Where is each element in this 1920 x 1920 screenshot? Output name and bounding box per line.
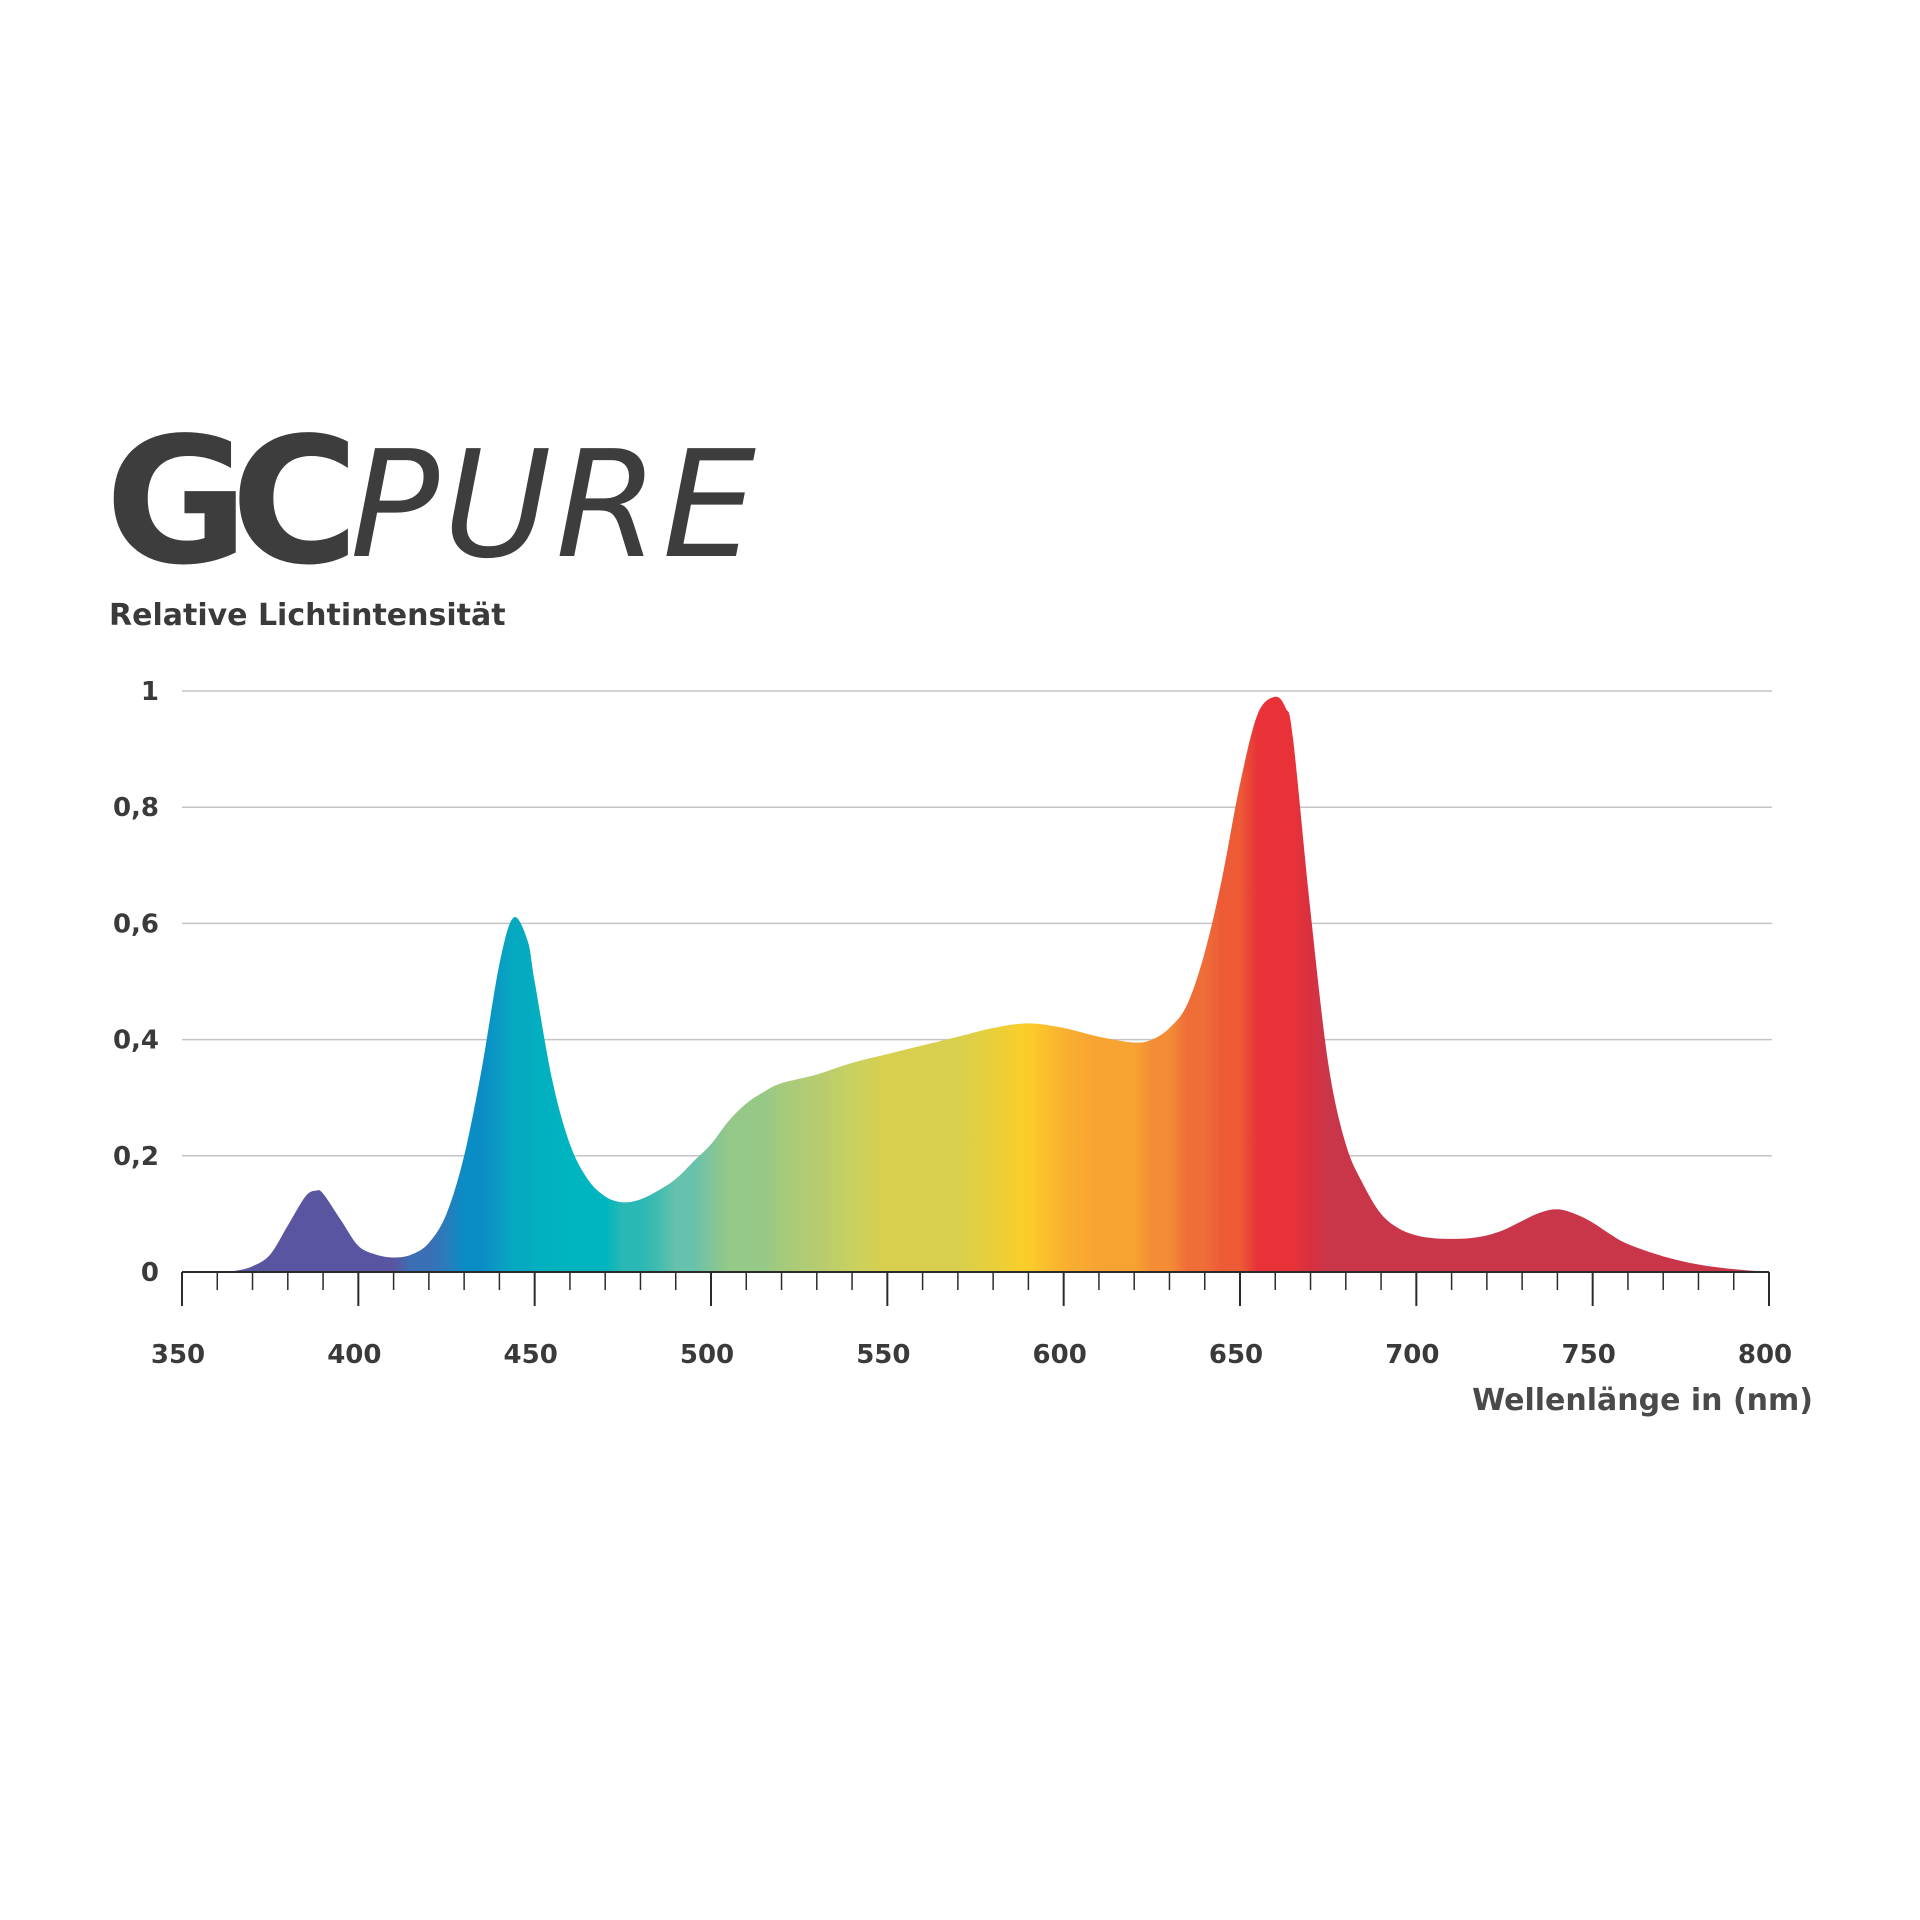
x-tick-label: 550 — [856, 1340, 910, 1370]
y-tick-label: 0,8 — [113, 793, 159, 823]
y-tick-label: 0,6 — [113, 909, 159, 939]
x-tick-label: 350 — [151, 1340, 205, 1370]
logo-text: PURE — [350, 419, 760, 591]
y-axis-label: Relative Lichtintensität — [109, 598, 506, 633]
x-tick-label: 450 — [504, 1340, 558, 1370]
x-tick-label: 400 — [327, 1340, 381, 1370]
y-tick-label: 0,2 — [113, 1142, 159, 1172]
y-tick-label: 1 — [141, 677, 159, 707]
x-axis-label: Wellenlänge in (nm) — [1472, 1383, 1813, 1418]
x-tick-label: 800 — [1738, 1340, 1792, 1370]
y-tick-label: 0,4 — [113, 1026, 159, 1056]
x-tick-label: 700 — [1385, 1340, 1439, 1370]
x-tick-label: 750 — [1562, 1340, 1616, 1370]
x-tick-label: 500 — [680, 1340, 734, 1370]
x-tick-label: 600 — [1033, 1340, 1087, 1370]
logo-mark: GC — [105, 401, 349, 604]
x-tick-label: 650 — [1209, 1340, 1263, 1370]
spectrum-area — [182, 696, 1769, 1272]
y-tick-label: 0 — [141, 1258, 159, 1288]
